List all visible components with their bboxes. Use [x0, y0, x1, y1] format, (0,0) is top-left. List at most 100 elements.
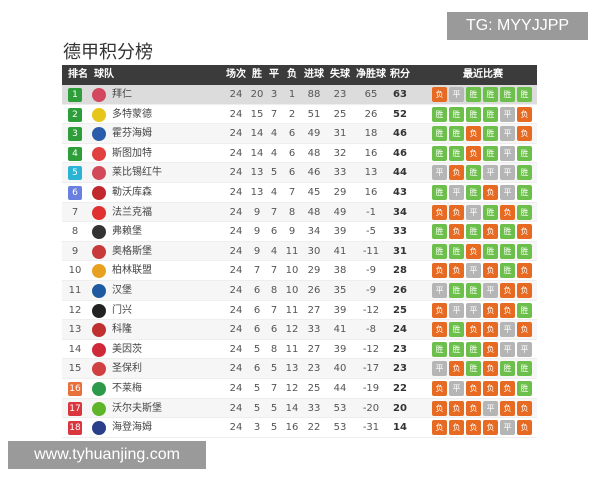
form-badge-win: 胜 [517, 165, 532, 181]
watermark-bottom: www.tyhuanjing.com [8, 441, 206, 469]
table-row[interactable]: 9 奥格斯堡 24 9 4 11 30 41 -11 31 胜胜负胜胜胜 [62, 241, 537, 262]
table-row[interactable]: 11 汉堡 24 6 8 10 26 35 -9 26 平胜胜平负负 [62, 280, 537, 301]
form-badge-loss: 负 [483, 302, 498, 318]
cell-ga: 31 [333, 128, 347, 140]
cell-gf: 46 [307, 167, 321, 179]
team-name[interactable]: 莱比锡红牛 [112, 167, 162, 179]
cell-w: 14 [250, 147, 264, 159]
team-logo-icon [92, 381, 106, 396]
cell-played: 24 [229, 284, 243, 296]
form-badge-win: 胜 [517, 87, 532, 102]
form-badge-loss: 负 [500, 400, 515, 416]
form-badge-loss: 负 [517, 322, 532, 338]
cell-pts: 43 [393, 186, 407, 198]
team-name[interactable]: 奥格斯堡 [112, 245, 152, 257]
cell-gd: -9 [366, 265, 376, 277]
cell-l: 11 [285, 304, 299, 316]
cell-played: 24 [229, 167, 243, 179]
form-badge-draw: 平 [500, 126, 515, 142]
table-row[interactable]: 12 门兴 24 6 7 11 27 39 -12 25 负平平负负胜 [62, 301, 537, 321]
team-name[interactable]: 圣保利 [112, 363, 142, 375]
table-row[interactable]: 1 拜仁 24 20 3 1 88 23 65 63 负平胜胜胜胜 [62, 85, 537, 105]
table-row[interactable]: 7 法兰克福 24 9 7 8 48 49 -1 34 负负平胜负胜 [62, 202, 537, 223]
cell-l: 6 [288, 147, 296, 159]
table-row[interactable]: 16 不莱梅 24 5 7 12 25 44 -19 22 负平负负负胜 [62, 379, 537, 399]
team-name[interactable]: 汉堡 [112, 284, 132, 296]
cell-l: 11 [285, 343, 299, 355]
rank-number: 15 [68, 363, 82, 375]
table-row[interactable]: 5 莱比锡红牛 24 13 5 6 46 33 13 44 平负胜平平胜 [62, 163, 537, 183]
team-name[interactable]: 多特蒙德 [112, 108, 152, 120]
cell-w: 9 [253, 206, 261, 218]
cell-pts: 52 [393, 108, 407, 120]
team-name[interactable]: 海登海姆 [112, 422, 152, 434]
cell-l: 16 [285, 422, 299, 434]
team-logo-icon [92, 185, 106, 200]
team-logo-icon [92, 401, 106, 416]
table-row[interactable]: 2 多特蒙德 24 15 7 2 51 25 26 52 胜胜胜胜平负 [62, 105, 537, 125]
team-name[interactable]: 法兰克福 [112, 206, 152, 218]
recent-form: 胜胜胜负平平 [432, 341, 532, 357]
table-row[interactable]: 8 弗赖堡 24 9 6 9 34 39 -5 33 胜负胜负胜负 [62, 222, 537, 242]
cell-gd: -5 [366, 226, 376, 238]
cell-w: 15 [250, 108, 264, 120]
table-row[interactable]: 4 斯图加特 24 14 4 6 48 32 16 46 胜胜负胜平胜 [62, 144, 537, 164]
table-row[interactable]: 17 沃尔夫斯堡 24 5 5 14 33 53 -20 20 负负负平负负 [62, 398, 537, 419]
form-badge-loss: 负 [466, 145, 481, 161]
team-name[interactable]: 弗赖堡 [112, 226, 142, 238]
cell-d: 3 [270, 89, 278, 100]
table-row[interactable]: 3 霍芬海姆 24 14 4 6 49 31 18 46 胜胜负胜平负 [62, 124, 537, 144]
form-badge-win: 胜 [517, 204, 532, 220]
cell-d: 4 [270, 186, 278, 198]
table-row[interactable]: 18 海登海姆 24 3 5 16 22 53 -31 14 负负负负平负 [62, 418, 537, 438]
cell-d: 7 [270, 265, 278, 277]
team-name[interactable]: 勒沃库森 [112, 186, 152, 198]
cell-d: 6 [270, 324, 278, 336]
team-name[interactable]: 不莱梅 [112, 382, 142, 394]
cell-l: 12 [285, 324, 299, 336]
table-row[interactable]: 15 圣保利 24 6 5 13 23 40 -17 23 平负胜负胜胜 [62, 359, 537, 379]
rank-badge: 3 [68, 127, 82, 142]
cell-d: 7 [270, 304, 278, 316]
cell-ga: 39 [333, 226, 347, 238]
rank-badge: 16 [68, 381, 82, 396]
table-row[interactable]: 6 勒沃库森 24 13 4 7 45 29 16 43 胜平胜负平胜 [62, 183, 537, 203]
form-badge-win: 胜 [483, 126, 498, 142]
recent-form: 负平负负负胜 [432, 380, 532, 396]
form-badge-draw: 平 [500, 184, 515, 200]
form-badge-win: 胜 [432, 145, 447, 161]
cell-l: 12 [285, 382, 299, 394]
form-badge-win: 胜 [483, 243, 498, 259]
team-name[interactable]: 门兴 [112, 304, 132, 316]
cell-gf: 48 [307, 147, 321, 159]
team-name[interactable]: 沃尔夫斯堡 [112, 402, 162, 414]
recent-form: 胜胜胜胜平负 [432, 106, 532, 122]
form-badge-loss: 负 [517, 106, 532, 122]
form-badge-loss: 负 [449, 400, 464, 416]
form-badge-draw: 平 [500, 165, 515, 181]
recent-form: 胜胜负胜平胜 [432, 145, 532, 161]
cell-w: 14 [250, 128, 264, 140]
team-name[interactable]: 柏林联盟 [112, 265, 152, 277]
standings-table: 排名 球队 场次 胜 平 负 进球 失球 净胜球 积分 最近比赛 1 拜仁 24 20… [62, 65, 537, 438]
cell-l: 6 [288, 128, 296, 140]
form-badge-draw: 平 [449, 87, 464, 102]
cell-gf: 27 [307, 343, 321, 355]
table-row[interactable]: 13 科隆 24 6 6 12 33 41 -8 24 负胜负负平负 [62, 320, 537, 340]
cell-played: 24 [229, 108, 243, 120]
cell-gd: 65 [364, 89, 378, 100]
rank-cell: 6 [66, 183, 84, 203]
table-row[interactable]: 14 美因茨 24 5 8 11 27 39 -12 23 胜胜胜负平平 [62, 340, 537, 360]
team-name[interactable]: 斯图加特 [112, 147, 152, 159]
table-row[interactable]: 10 柏林联盟 24 7 7 10 29 38 -9 28 负负平负胜负 [62, 261, 537, 281]
team-name[interactable]: 拜仁 [112, 89, 132, 100]
form-badge-loss: 负 [517, 126, 532, 142]
cell-ga: 53 [333, 402, 347, 414]
team-name[interactable]: 科隆 [112, 324, 132, 336]
team-name[interactable]: 美因茨 [112, 343, 142, 355]
recent-form: 平负胜平平胜 [432, 165, 532, 181]
cell-gd: -19 [362, 382, 380, 394]
rank-cell: 7 [66, 203, 84, 223]
rank-badge: 17 [68, 401, 82, 416]
team-name[interactable]: 霍芬海姆 [112, 128, 152, 140]
